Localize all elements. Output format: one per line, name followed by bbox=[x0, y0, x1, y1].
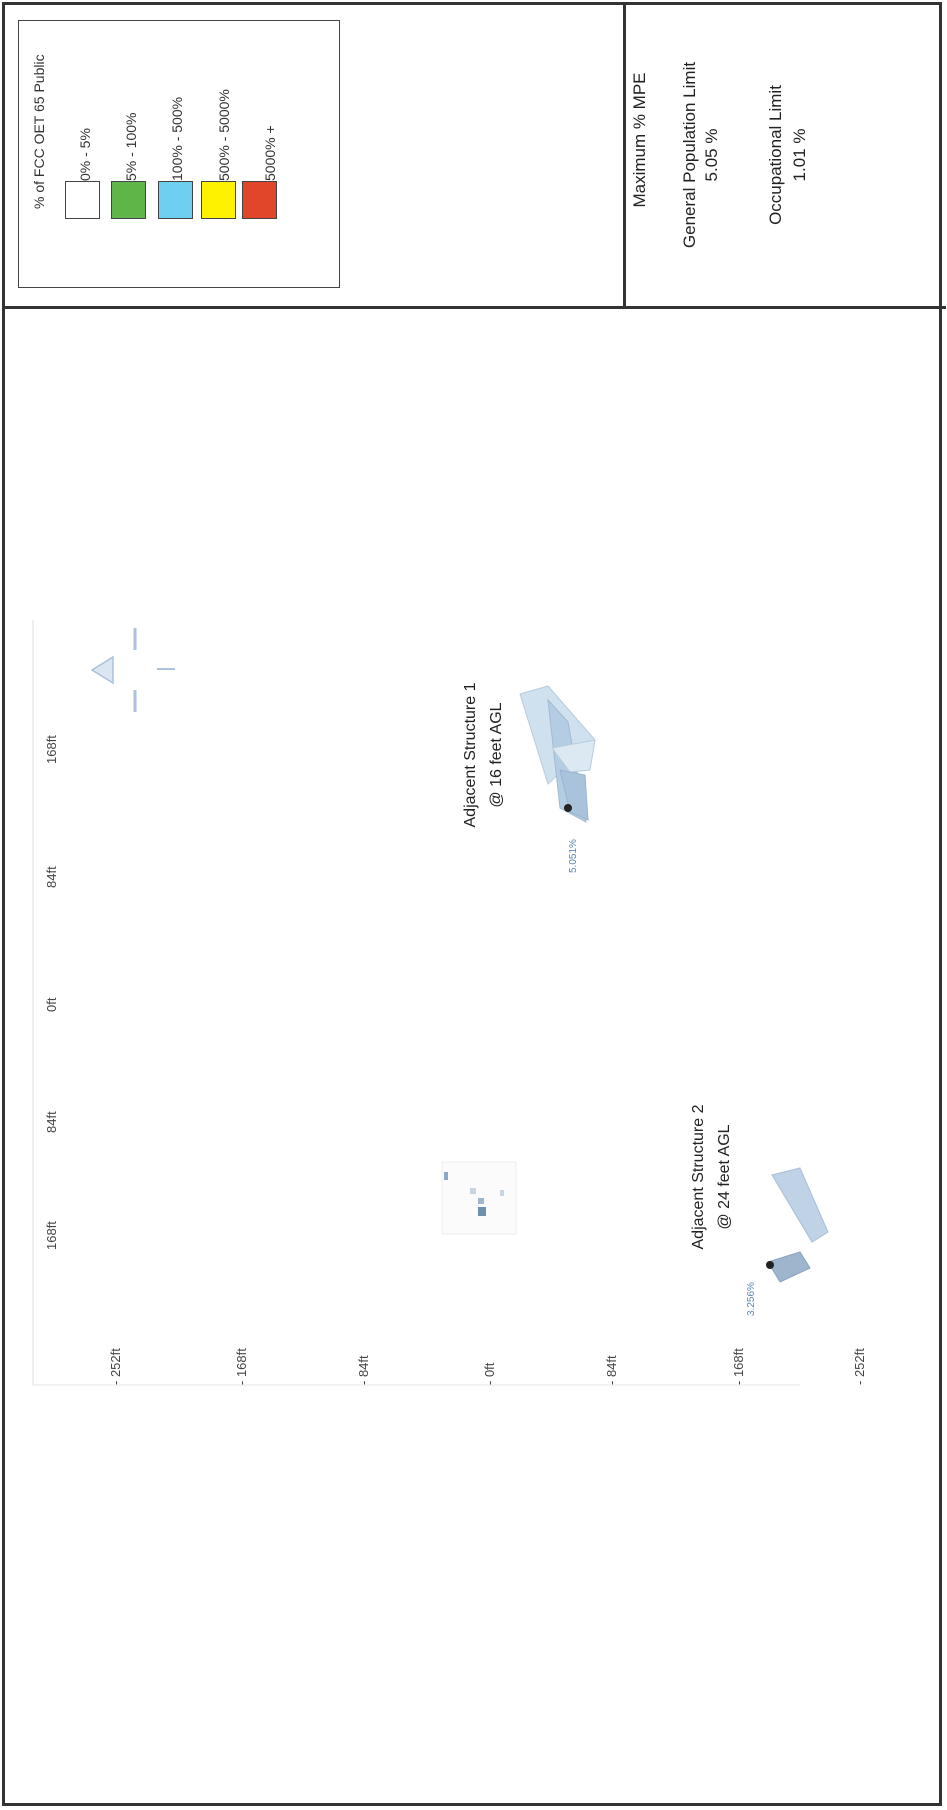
site-thumbnail bbox=[441, 1161, 517, 1235]
structure2-height: @ 24 feet AGL bbox=[716, 1124, 733, 1230]
structure2-percent: 3.256% bbox=[746, 1282, 757, 1316]
structure1-shape bbox=[519, 685, 596, 823]
y-tick-252ft-top: - 252ft bbox=[108, 1348, 123, 1385]
structure2-name: Adjacent Structure 2 bbox=[690, 1104, 707, 1250]
x-tick-168ft-left: 168ft bbox=[44, 1221, 59, 1250]
y-tick-252ft-bottom: - 252ft bbox=[852, 1348, 867, 1385]
y-tick-0ft: - 0ft bbox=[482, 1362, 497, 1385]
legend-swatch-0 bbox=[65, 181, 100, 219]
structure1-percent: 5.051% bbox=[568, 839, 579, 873]
legend-swatch-3 bbox=[201, 181, 236, 219]
x-tick-0ft: 0ft bbox=[44, 997, 59, 1012]
structure2-shape bbox=[766, 1167, 829, 1283]
header-divider bbox=[2, 306, 946, 309]
x-tick-168ft-right: 168ft bbox=[44, 735, 59, 764]
legend-swatch-2 bbox=[158, 181, 193, 219]
x-tick-84ft-left: 84ft bbox=[44, 1111, 59, 1133]
y-tick-84ft-bottom: - 84ft bbox=[604, 1355, 619, 1385]
y-tick-168ft-top: - 168ft bbox=[234, 1348, 249, 1385]
header-column-divider bbox=[623, 2, 626, 308]
structure1-name: Adjacent Structure 1 bbox=[462, 682, 479, 828]
y-tick-168ft-bottom: - 168ft bbox=[731, 1348, 746, 1385]
legend-swatch-1 bbox=[111, 181, 146, 219]
x-tick-84ft-right: 84ft bbox=[44, 866, 59, 888]
legend-box: % of FCC OET 65 Public 0% - 5% 5% - 100%… bbox=[18, 20, 340, 288]
north-compass-icon bbox=[90, 628, 175, 712]
legend-swatch-4 bbox=[242, 181, 277, 219]
y-tick-84ft-top: - 84ft bbox=[356, 1355, 371, 1385]
structure1-height: @ 16 feet AGL bbox=[488, 702, 505, 808]
